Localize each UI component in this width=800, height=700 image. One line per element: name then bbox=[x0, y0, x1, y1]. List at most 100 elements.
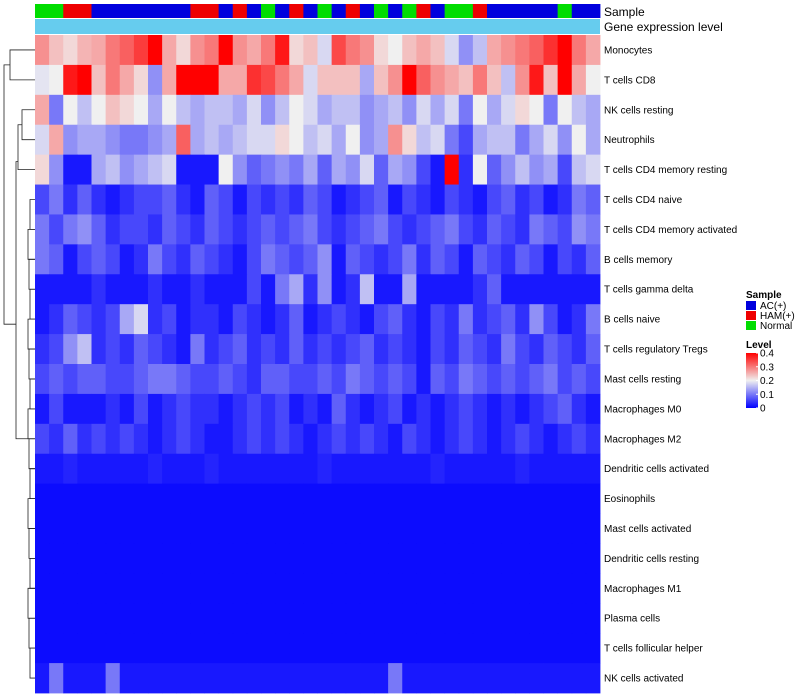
heatmap-cell bbox=[345, 154, 361, 185]
heatmap-cell bbox=[190, 453, 205, 485]
heatmap-cell bbox=[388, 184, 403, 215]
heatmap-cell bbox=[63, 244, 78, 275]
heatmap-cell bbox=[374, 543, 389, 574]
heatmap-cell bbox=[49, 633, 64, 664]
heatmap-cell bbox=[515, 304, 530, 335]
heatmap-cell bbox=[543, 423, 559, 455]
heatmap-cell bbox=[374, 483, 389, 514]
heatmap-cell bbox=[444, 663, 460, 694]
legend-tick-label: 0 bbox=[760, 404, 766, 415]
heatmap-cell bbox=[472, 334, 488, 365]
heatmap-cell bbox=[232, 633, 248, 664]
heatmap-cell bbox=[91, 453, 107, 485]
heatmap-cell bbox=[345, 274, 361, 305]
legend-tick-label: 0.2 bbox=[760, 376, 774, 387]
heatmap-cell bbox=[91, 513, 107, 544]
heatmap-cell bbox=[105, 244, 121, 275]
heatmap-cell bbox=[501, 214, 516, 245]
heatmap-cell bbox=[35, 94, 50, 126]
heatmap-cell bbox=[472, 423, 488, 455]
heatmap-cell bbox=[232, 184, 248, 215]
heatmap-cell bbox=[430, 184, 446, 215]
dendrogram-branch bbox=[28, 348, 35, 380]
heatmap-cell bbox=[176, 543, 191, 574]
heatmap-cell bbox=[388, 543, 403, 574]
heatmap-cell bbox=[501, 124, 516, 156]
heatmap-cell bbox=[232, 304, 248, 335]
heatmap-cell bbox=[176, 483, 191, 514]
heatmap-cell bbox=[374, 94, 389, 126]
heatmap-cell bbox=[77, 154, 92, 185]
legend-swatch bbox=[746, 321, 756, 330]
heatmap-cell bbox=[289, 334, 304, 365]
heatmap-cell bbox=[275, 274, 290, 305]
heatmap-cell bbox=[472, 364, 488, 395]
heatmap-cell bbox=[91, 483, 107, 514]
heatmap-cell bbox=[585, 603, 601, 634]
heatmap-cell bbox=[529, 364, 544, 395]
heatmap-cell bbox=[148, 513, 163, 544]
heatmap-cell bbox=[402, 35, 417, 66]
dendrogram-branch bbox=[28, 258, 35, 290]
heatmap-cell bbox=[458, 513, 474, 544]
heatmap-cell bbox=[472, 274, 488, 305]
heatmap-cell bbox=[402, 124, 417, 156]
heatmap-cell bbox=[317, 453, 333, 485]
heatmap-cell bbox=[359, 214, 375, 245]
heatmap-cell bbox=[557, 244, 573, 275]
heatmap-cell bbox=[119, 603, 135, 634]
heatmap-cell bbox=[515, 94, 530, 126]
heatmap-cell bbox=[176, 184, 191, 215]
heatmap-cell bbox=[501, 35, 516, 66]
heatmap-cell bbox=[35, 184, 50, 215]
heatmap-cell bbox=[444, 364, 460, 395]
heatmap-cell bbox=[359, 453, 375, 485]
heatmap-cell bbox=[77, 35, 92, 66]
heatmap-cell bbox=[374, 364, 389, 395]
heatmap-cell bbox=[105, 663, 121, 694]
legend-item-label: HAM(+) bbox=[760, 311, 795, 322]
heatmap-cell bbox=[77, 633, 92, 664]
heatmap-cell bbox=[148, 334, 163, 365]
heatmap-cell bbox=[204, 304, 220, 335]
heatmap-cell bbox=[374, 35, 389, 66]
heatmap-cell bbox=[35, 64, 50, 96]
heatmap-cell bbox=[374, 274, 389, 305]
heatmap-cell bbox=[49, 184, 64, 215]
heatmap-cell bbox=[529, 334, 544, 365]
heatmap-cell bbox=[275, 393, 290, 425]
heatmap-cell bbox=[501, 423, 516, 455]
heatmap-cell bbox=[162, 453, 177, 485]
heatmap-cell bbox=[77, 334, 92, 365]
heatmap-cell bbox=[246, 184, 262, 215]
heatmap-cell bbox=[345, 94, 361, 126]
heatmap-cell bbox=[105, 513, 121, 544]
heatmap-cell bbox=[289, 633, 304, 664]
heatmap-cell bbox=[176, 274, 191, 305]
heatmap-cell bbox=[444, 94, 460, 126]
heatmap-cell bbox=[119, 633, 135, 664]
heatmap-cell bbox=[77, 124, 92, 156]
heatmap-cell bbox=[571, 423, 587, 455]
heatmap-cell bbox=[458, 453, 474, 485]
dendrogram-branch bbox=[29, 199, 35, 230]
heatmap-cell bbox=[35, 513, 50, 544]
sample-annotation-cell bbox=[133, 4, 149, 18]
legend-tick-label: 0.1 bbox=[760, 390, 774, 401]
sample-annotation-cell bbox=[105, 4, 121, 18]
heatmap-cell bbox=[63, 184, 78, 215]
heatmap-cell bbox=[402, 94, 417, 126]
heatmap-cell bbox=[162, 274, 177, 305]
gene-expression-annotation-bar bbox=[35, 19, 600, 34]
heatmap-cell bbox=[204, 64, 220, 96]
heatmap-cell bbox=[204, 423, 220, 455]
heatmap-cell bbox=[218, 603, 234, 634]
heatmap-cell bbox=[444, 244, 460, 275]
heatmap-cell bbox=[430, 364, 446, 395]
heatmap-cell bbox=[571, 633, 587, 664]
heatmap-cell bbox=[557, 453, 573, 485]
heatmap-cell bbox=[388, 513, 403, 544]
heatmap-cell bbox=[585, 483, 601, 514]
heatmap-cell bbox=[402, 603, 417, 634]
heatmap-cell bbox=[289, 663, 304, 694]
